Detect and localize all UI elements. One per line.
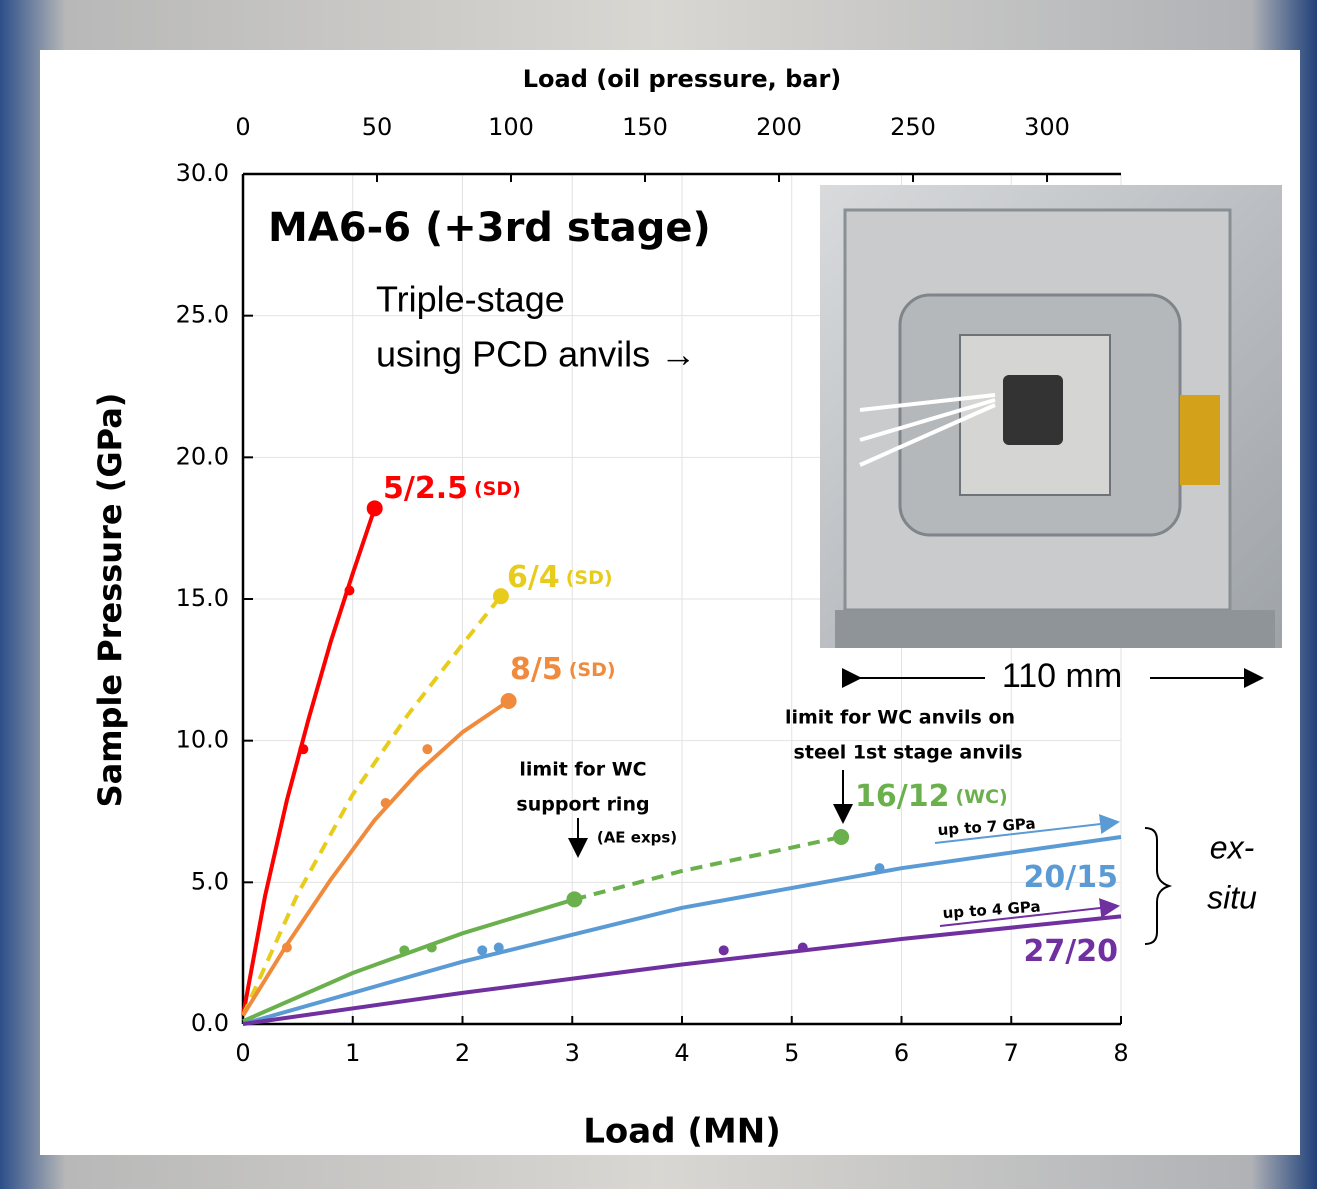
data-point [281,942,292,953]
series-note: (SD) [569,659,616,681]
x-tick-label: 2 [455,1039,470,1067]
series-note: (WC) [955,786,1007,808]
annotation: steel 1st stage anvils [794,742,1023,764]
x2-axis-title: Load (oil pressure, bar) [523,65,842,93]
y-tick-label: 15.0 [176,584,229,612]
end-point [566,891,583,908]
end-point [500,693,517,709]
fit-line [241,507,377,1016]
data-point [399,945,410,956]
series-name: 8/5 [510,652,563,687]
data-point [493,942,504,953]
y-tick-label: 30.0 [176,159,229,187]
data-point [718,945,729,956]
fit-line [242,914,1122,1026]
x2-tick-label: 200 [756,113,802,141]
annotation: using PCD anvils → [376,334,696,375]
x-axis-title: Load (MN) [583,1112,781,1152]
x2-tick-label: 300 [1024,113,1070,141]
series-name: 20/15 [1024,860,1118,895]
fit-line-extension [573,835,842,902]
x2-tick-label: 100 [488,113,534,141]
fit-line [241,594,503,1017]
y-tick-label: 5.0 [191,867,229,895]
data-point [344,585,355,596]
x-tick-label: 1 [345,1039,360,1067]
x2-tick-label: 250 [890,113,936,141]
annotation: situ [1207,879,1257,915]
annotation: (AE exps) [597,829,677,847]
series-label: 6/4 (SD) [507,560,613,595]
limit-arrow [939,898,1120,927]
annotation: limit for WC [519,759,646,781]
x-tick-label: 3 [565,1039,580,1067]
series-label: 5/2.5 (SD) [383,471,521,506]
x-tick-label: 5 [784,1039,799,1067]
limit-arrow [934,814,1120,844]
data-point [298,744,309,755]
data-point [874,863,885,874]
data-point [426,942,437,953]
x-tick-label: 6 [894,1039,909,1067]
data-point [380,798,391,808]
y-tick-label: 25.0 [176,301,229,329]
y-tick-label: 20.0 [176,442,229,470]
data-point [477,945,488,956]
inset-photo [820,185,1282,648]
end-point [833,829,850,845]
y-tick-label: 10.0 [176,726,229,754]
series-label: 20/15 [1024,860,1118,895]
series-name: 27/20 [1024,934,1118,969]
x2-tick-label: 150 [622,113,668,141]
x-tick-label: 4 [674,1039,689,1067]
annotation: ex- [1210,829,1254,865]
x-tick-label: 0 [235,1039,250,1067]
y-tick-label: 0.0 [191,1009,229,1037]
series-label: 27/20 [1024,934,1118,969]
end-point [492,588,509,605]
end-point [366,500,383,517]
x2-tick-label: 0 [235,113,250,141]
x-tick-label: 8 [1113,1039,1128,1067]
series-name: 5/2.5 [383,471,468,506]
data-point [422,744,433,755]
brace [1144,827,1173,945]
series-label: 8/5 (SD) [510,652,616,687]
annotation: support ring [516,794,649,816]
series-name: 6/4 [507,560,560,595]
plot: 0 1 2 3 4 5 6 7 8 0 50 100 150 200 250 300 0.0 5.0 10.0 15.… [176,113,1129,1067]
fit-line [242,835,1122,1026]
series-name: 16/12 [855,779,949,814]
scale-label: 110 mm [1002,657,1122,695]
annotation: limit for WC anvils on [785,707,1015,729]
series-note: (SD) [474,478,521,500]
series-label: 16/12 (WC) [855,779,1008,814]
annotation: Triple-stage [376,279,565,320]
data-point [797,942,808,953]
chart-title: MA6-6 (+3rd stage) [268,205,711,251]
x-tick-label: 7 [1004,1039,1019,1067]
y-axis-title: Sample Pressure (GPa) [91,393,129,808]
series-note: (SD) [566,567,613,589]
x2-tick-label: 50 [362,113,393,141]
